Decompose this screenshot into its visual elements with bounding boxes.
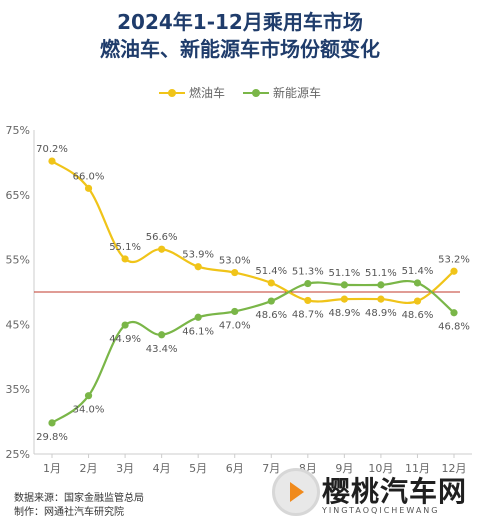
data-point-nev [450, 309, 458, 317]
legend-swatch-nev [243, 88, 269, 98]
x-tick-label: 4月 [153, 462, 171, 475]
data-label-nev: 51.3% [292, 267, 324, 278]
data-label-fuel: 66.0% [73, 171, 105, 182]
legend-item-fuel: 燃油车 [158, 84, 225, 101]
series-line-nev [51, 279, 455, 424]
data-label-fuel: 48.6% [402, 310, 434, 321]
watermark-logo: 樱桃汽车网 YINGTAOQICHEWANG [272, 466, 472, 520]
data-label-fuel: 55.1% [109, 242, 141, 253]
watermark-subtitle: YINGTAOQICHEWANG [322, 506, 440, 515]
x-tick-label: 2月 [80, 462, 98, 475]
y-tick-label: 55% [6, 254, 30, 267]
x-tick-label: 9月 [335, 462, 353, 475]
legend-item-nev: 新能源车 [243, 84, 321, 101]
data-label-fuel: 48.7% [292, 309, 324, 320]
x-tick-label: 3月 [116, 462, 134, 475]
chart-title: 2024年1-12月乘用车市场 [117, 10, 363, 34]
data-label-nev: 51.1% [328, 268, 360, 279]
data-label-fuel: 48.9% [328, 308, 360, 319]
x-tick-label: 10月 [368, 462, 393, 475]
data-point-nev [267, 297, 275, 305]
data-label-fuel: 53.0% [219, 256, 251, 267]
data-label-fuel: 53.9% [182, 250, 214, 261]
data-point-nev [413, 279, 422, 287]
data-point-fuel [267, 279, 275, 287]
y-tick-label: 45% [6, 318, 30, 331]
y-tick-label: 35% [6, 383, 30, 396]
x-tick-label: 1月 [43, 462, 61, 475]
legend-label-fuel: 燃油车 [188, 86, 225, 100]
data-point-fuel [304, 296, 312, 305]
data-point-fuel [48, 157, 56, 165]
data-point-fuel [121, 255, 129, 263]
x-tick-label: 5月 [189, 462, 207, 475]
data-label-fuel: 53.2% [438, 254, 470, 265]
x-tick-label: 7月 [262, 462, 280, 475]
y-tick-label: 75% [6, 124, 30, 137]
data-point-fuel [377, 295, 385, 303]
data-label-nev: 47.0% [219, 320, 251, 331]
legend: 燃油车 新能源车 [0, 84, 480, 101]
data-point-nev [377, 281, 385, 289]
data-label-nev: 29.8% [36, 432, 68, 443]
data-point-nev [304, 279, 312, 288]
data-point-nev [158, 331, 166, 339]
data-label-nev: 43.4% [146, 344, 178, 355]
legend-label-nev: 新能源车 [273, 86, 322, 100]
data-point-fuel [84, 184, 93, 192]
data-point-fuel [231, 268, 239, 277]
producer-note: 制作：网通社汽车研究院 [14, 507, 124, 518]
data-point-fuel [194, 263, 202, 271]
watermark-name: 樱桃汽车网 [322, 475, 468, 508]
y-tick-label: 25% [6, 448, 30, 461]
data-label-nev: 48.6% [255, 310, 287, 321]
data-point-fuel [158, 245, 166, 253]
legend-swatch-fuel [158, 88, 185, 98]
data-label-nev: 34.0% [73, 405, 105, 416]
x-tick-label: 12月 [442, 462, 467, 475]
data-point-fuel [340, 295, 348, 303]
data-label-nev: 46.8% [438, 322, 470, 333]
data-point-fuel [450, 267, 458, 275]
series-line-fuel [51, 160, 455, 305]
data-point-fuel [413, 297, 422, 305]
data-point-nev [84, 392, 93, 400]
chart-subtitle: 燃油车、新能源车市场份额变化 [100, 37, 380, 61]
data-point-nev [231, 307, 239, 316]
y-tick-label: 65% [6, 189, 30, 202]
data-label-nev: 44.9% [109, 334, 141, 345]
data-label-fuel: 48.9% [365, 308, 397, 319]
data-label-fuel: 51.4% [255, 266, 287, 277]
play-logo-icon [272, 468, 320, 516]
data-label-nev: 46.1% [182, 326, 214, 337]
data-point-nev [48, 419, 56, 427]
data-label-nev: 51.4% [402, 266, 434, 277]
data-point-nev [121, 321, 129, 329]
data-point-nev [340, 281, 348, 289]
x-tick-label: 6月 [226, 462, 244, 475]
data-label-fuel: 56.6% [146, 232, 178, 243]
source-note: 数据来源：国家金融监管总局 [14, 493, 144, 504]
x-tick-label: 11月 [405, 462, 430, 475]
data-point-nev [194, 313, 202, 321]
data-label-nev: 51.1% [365, 268, 397, 279]
data-label-fuel: 70.2% [36, 144, 68, 155]
